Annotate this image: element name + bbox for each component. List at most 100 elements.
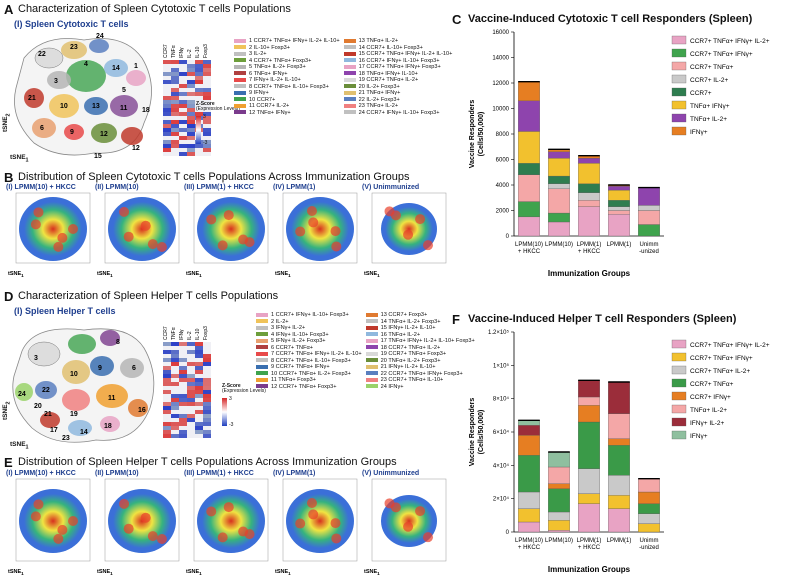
zscore-hi-d: 3 xyxy=(229,396,232,402)
heatmap-cell xyxy=(195,418,203,422)
heatmap-cell xyxy=(179,378,187,382)
heatmap-cell xyxy=(171,76,179,80)
cytotoxic-responders-chart: 0 2000 4000 6000 8000 10000 12000 14000 16000 Vac… xyxy=(469,30,770,278)
legend-text: 14 TNFα+ IL-2+ Foxp3+ xyxy=(380,318,441,325)
tsne-x-sub: 1 xyxy=(110,273,113,278)
helper-cluster-label: 20 xyxy=(34,403,42,410)
heatmap-cell xyxy=(187,148,195,152)
heatmap-cell xyxy=(179,374,187,378)
legend-item: 24 CCR7+ IFNγ+ IL-10+ Foxp3+ xyxy=(343,110,453,117)
heatmap-cell xyxy=(179,394,187,398)
legend-item: 6 TNFα+ IFNγ+ xyxy=(234,71,340,78)
bar-segment xyxy=(548,483,570,489)
heatmap-cell xyxy=(163,362,171,366)
tsne1-axis-label-a: tSNE1 xyxy=(10,154,29,163)
heatmap-cell xyxy=(171,374,179,378)
heatmap-column-label: TNFα xyxy=(171,327,177,340)
heatmap-cell xyxy=(203,358,211,362)
tsne-x-text: tSNE xyxy=(186,568,200,575)
cyto-cluster-label: 12 xyxy=(100,131,108,138)
heatmap-cell xyxy=(203,84,211,88)
heatmap-cell xyxy=(163,108,171,112)
tsne-x-sub: 1 xyxy=(21,273,24,278)
heatmap-cell xyxy=(203,386,211,390)
density-plot: (III) LPMM(1) + HKCC tSNE1 xyxy=(184,184,270,280)
helper-cluster-label: 11 xyxy=(108,395,116,402)
heatmap-cell xyxy=(179,144,187,148)
heatmap-cell xyxy=(171,354,179,358)
heatmap-cell xyxy=(187,108,195,112)
heatmap-cell xyxy=(187,410,195,414)
cyto-cluster-label: 15 xyxy=(94,153,102,160)
legend-text: 5 IFNγ+ IL-2+ Foxp3+ xyxy=(271,338,326,344)
tsne-x-text: tSNE xyxy=(97,270,111,277)
bar-segment xyxy=(578,158,600,164)
legend-item: 24 IFNγ+ xyxy=(365,384,475,391)
legend-text: 10 CCR7+ xyxy=(249,96,276,103)
heatmap-cell xyxy=(203,354,211,358)
bar-segment xyxy=(578,503,600,533)
density-plot: (II) LPMM(10) tSNE1 xyxy=(95,184,181,280)
tsne-x-text: tSNE xyxy=(275,568,289,575)
helper-cluster-label: 9 xyxy=(98,365,102,372)
heatmap-cell xyxy=(163,152,171,156)
bar-segment xyxy=(638,491,660,504)
legend-text: 3 IFNγ+ IL-2+ xyxy=(271,325,306,331)
x-category-label-line2: + HKCC xyxy=(578,249,601,255)
legend-item: 18 TNFα+ IFNγ+ IL-10+ xyxy=(343,71,453,78)
heatmap-cell xyxy=(187,370,195,374)
heatmap-cell xyxy=(203,398,211,402)
legend-label: CCR7+ TNFα+ xyxy=(690,64,734,71)
heatmap-cell xyxy=(195,366,203,370)
bar-segment xyxy=(578,396,600,406)
heatmap-cell xyxy=(195,64,203,68)
x-axis-label: Immunization Groups xyxy=(548,565,631,574)
heatmap-cell xyxy=(163,422,171,426)
density-group-label: (V) Unimmunized xyxy=(362,470,420,477)
tsne-x-text: tSNE xyxy=(10,441,26,448)
tsne-x-text: tSNE xyxy=(97,568,111,575)
heatmap-cell xyxy=(179,116,187,120)
legend-label: TNFα+ IL-2+ xyxy=(690,116,727,123)
heatmap-cell xyxy=(171,140,179,144)
legend-item: 4 CCR7+ TNFα+ Foxp3+ xyxy=(234,58,340,65)
legend-item: 5 IFNγ+ IL-2+ Foxp3+ xyxy=(256,338,362,345)
legend-text: 20 TNFα+ IL-2+ Foxp3+ xyxy=(380,357,441,364)
y-axis-label: Vaccine Responders xyxy=(469,100,476,169)
heatmap-cell xyxy=(171,390,179,394)
heatmap-cell xyxy=(195,410,203,414)
legend-label: TNFα+ IL-2+ xyxy=(690,407,727,414)
tsne-x-sub: 1 xyxy=(377,273,380,278)
heatmap-cell xyxy=(179,104,187,108)
legend-swatch xyxy=(671,339,687,349)
density-group-label: (III) LPMM(1) + HKCC xyxy=(184,184,254,191)
heatmap-cell xyxy=(179,406,187,410)
heatmap-cell xyxy=(203,366,211,370)
bar-segment xyxy=(608,186,630,191)
density-heat-image xyxy=(104,192,180,264)
x-category-label: LPMM(1) xyxy=(577,538,602,544)
helper-cluster-label: 21 xyxy=(44,411,52,418)
heatmap-cell xyxy=(187,402,195,406)
legend-text: 5 TNFα+ IL-2+ Foxp3+ xyxy=(249,64,306,70)
y-tick-label: 6×10⁴ xyxy=(493,429,510,436)
legend-swatch xyxy=(343,110,356,115)
bar-segment xyxy=(548,175,570,184)
legend-item: 3 IFNγ+ IL-2+ xyxy=(256,325,362,332)
heatmap-cell xyxy=(195,76,203,80)
heatmap-cell xyxy=(195,398,203,402)
bar-segment xyxy=(518,100,540,132)
heatmap-cell xyxy=(171,80,179,84)
heatmap-cell xyxy=(195,406,203,410)
legend-swatch xyxy=(671,404,687,414)
y-tick-label: 0 xyxy=(506,530,510,536)
legend-item: 7 IFNγ+ IL-2+ IL-10+ xyxy=(234,77,340,84)
heatmap-cell xyxy=(203,64,211,68)
heatmap-cell xyxy=(187,96,195,100)
legend-swatch xyxy=(234,45,246,50)
legend-text: 4 CCR7+ TNFα+ Foxp3+ xyxy=(249,57,312,64)
heatmap-cell xyxy=(171,108,179,112)
bar-segment xyxy=(638,205,660,211)
legend-item: 14 CCR7+ IL-10+ Foxp3+ xyxy=(343,45,453,52)
density-tsne-axis: tSNE1 xyxy=(97,271,113,278)
